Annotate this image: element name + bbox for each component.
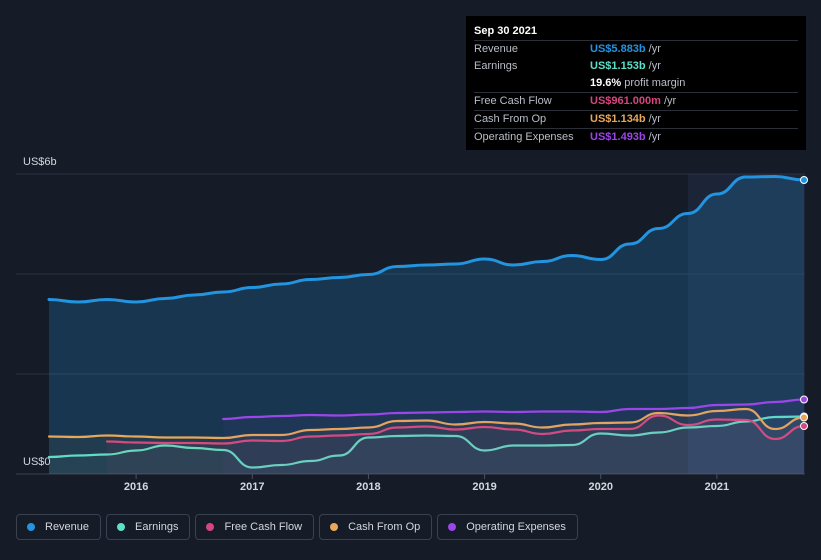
cash-from-op-line bbox=[47, 407, 806, 440]
tooltip-label: Free Cash Flow bbox=[474, 95, 552, 107]
tooltip-unit: /yr bbox=[648, 60, 661, 72]
tooltip-unit: /yr bbox=[648, 113, 661, 125]
tooltip-unit: profit margin bbox=[624, 77, 686, 89]
legend-item-revenue[interactable]: Revenue bbox=[16, 514, 102, 540]
tooltip-row-margin: 19.6% profit margin bbox=[474, 75, 798, 92]
x-tick-label: 2020 bbox=[588, 481, 613, 493]
free-cash-flow-end-point bbox=[800, 422, 808, 430]
legend-item-free-cash-flow[interactable]: Free Cash Flow bbox=[195, 514, 315, 540]
legend-dot-icon bbox=[330, 523, 339, 531]
operating-expenses-end-point bbox=[800, 395, 808, 404]
legend-dot-icon bbox=[27, 523, 35, 531]
tooltip-unit: /yr bbox=[648, 43, 661, 55]
revenue-end-point bbox=[800, 176, 808, 184]
free-cash-flow-line bbox=[105, 414, 806, 445]
data-tooltip: Sep 30 2021 Revenue US$5.883b /yr Earnin… bbox=[466, 16, 806, 150]
legend: Revenue Earnings Free Cash Flow Cash Fro… bbox=[16, 514, 578, 542]
legend-label: Free Cash Flow bbox=[224, 521, 303, 533]
legend-dot-icon bbox=[117, 523, 126, 531]
revenue-line bbox=[47, 174, 806, 304]
x-tick-label: 2018 bbox=[356, 481, 381, 493]
tooltip-label: Operating Expenses bbox=[474, 131, 574, 143]
tooltip-label: Revenue bbox=[474, 43, 519, 55]
x-tick-label: 2016 bbox=[123, 481, 149, 493]
legend-label: Revenue bbox=[45, 521, 90, 533]
tooltip-label: Cash From Op bbox=[474, 113, 547, 125]
tooltip-label: Earnings bbox=[474, 60, 518, 72]
tooltip-value: 19.6% bbox=[590, 77, 622, 89]
legend-label: Cash From Op bbox=[348, 521, 421, 533]
legend-label: Operating Expenses bbox=[466, 521, 566, 533]
tooltip-row-opex: Operating Expenses US$1.493b /yr bbox=[474, 128, 798, 146]
tooltip-label bbox=[474, 75, 590, 92]
tooltip-unit: /yr bbox=[648, 131, 661, 143]
tooltip-value: US$1.134b bbox=[590, 113, 646, 125]
legend-item-cash-from-op[interactable]: Cash From Op bbox=[319, 514, 433, 540]
revenue-area bbox=[49, 176, 804, 474]
legend-dot-icon bbox=[448, 523, 457, 531]
earnings-line bbox=[47, 415, 806, 469]
tooltip-row-cfo: Cash From Op US$1.134b /yr bbox=[474, 110, 798, 128]
x-tick-label: 2017 bbox=[240, 481, 265, 493]
tooltip-value: US$1.493b bbox=[590, 131, 646, 143]
y-axis-bottom-label: US$0 bbox=[23, 456, 51, 468]
y-axis-top-label: US$6b bbox=[23, 156, 57, 168]
operating-expenses-area bbox=[223, 399, 804, 474]
tooltip-unit: /yr bbox=[663, 95, 677, 107]
tooltip-row-fcf: Free Cash Flow US$961.000m /yr bbox=[474, 92, 798, 110]
x-tick-label: 2021 bbox=[704, 481, 730, 493]
legend-dot-icon bbox=[206, 523, 215, 531]
x-tick-label: 2019 bbox=[472, 481, 497, 493]
cash-from-op-end-point bbox=[800, 413, 808, 422]
cash-from-op-area bbox=[49, 409, 804, 474]
free-cash-flow-area bbox=[107, 415, 805, 474]
tooltip-row-earnings: Earnings US$1.153b /yr bbox=[474, 58, 798, 75]
legend-label: Earnings bbox=[135, 521, 179, 533]
tooltip-date: Sep 30 2021 bbox=[474, 25, 537, 37]
legend-item-operating-expenses[interactable]: Operating Expenses bbox=[437, 514, 578, 540]
legend-item-earnings[interactable]: Earnings bbox=[106, 514, 191, 540]
operating-expenses-line bbox=[222, 398, 806, 421]
highlight-band bbox=[687, 174, 805, 474]
tooltip-row-revenue: Revenue US$5.883b /yr bbox=[474, 40, 798, 58]
tooltip-value: US$1.153b bbox=[590, 60, 646, 72]
tooltip-value: US$961.000m bbox=[590, 95, 661, 107]
tooltip-value: US$5.883b bbox=[590, 43, 646, 55]
